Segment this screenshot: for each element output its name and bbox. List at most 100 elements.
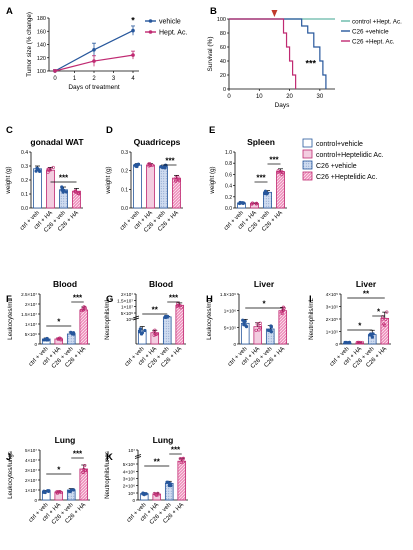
data-point [357, 340, 361, 345]
legend-CDE: control+vehicle control+Heptelidic Ac. C26… [302, 138, 384, 181]
y-tick-label: 5×10⁵ [224, 325, 236, 330]
bar-4 [79, 309, 89, 345]
panel-letter: J [6, 452, 11, 463]
data-point [147, 164, 151, 168]
panel-letter: B [210, 6, 217, 17]
data-point [146, 162, 151, 166]
panel-F: F Blood 0 5×10⁶ 1×10⁷ 1.5×10⁷ 2×10⁷ 2.5×10⁷ Leuk… [6, 279, 90, 370]
significance-label: *** [165, 157, 175, 166]
treatment-arrow [271, 10, 278, 17]
y-tick-label: 1×10⁷ [25, 322, 37, 327]
panel-B: B 0 20 40 60 80 100 0 10 20 30 Days Survival (%) *** c… [207, 6, 402, 109]
data-point [73, 189, 77, 193]
significance-label: *** [256, 174, 266, 183]
y-tick-label: 3×10⁵ [326, 305, 338, 310]
data-point [51, 165, 55, 170]
data-point [83, 305, 87, 310]
y-tick-label: 0.3 [121, 150, 128, 156]
bar-4 [172, 177, 181, 209]
data-point [181, 460, 185, 464]
data-point [73, 189, 78, 193]
y-tick-label: 10⁶ [126, 317, 133, 322]
data-point [281, 170, 285, 175]
significance-label: * [377, 308, 381, 317]
y-tick-label: 0.0 [21, 206, 28, 212]
axis-break [132, 317, 140, 321]
y-tick-label: 3×10⁶ [123, 477, 135, 482]
y-tick-label: 180 [37, 16, 46, 22]
x-tick-label: 1 [73, 76, 77, 82]
y-tick-label: 1.5×10⁷ [117, 299, 133, 304]
bar-4 [175, 304, 185, 345]
y-axis-label: Leukocytes/mL [206, 298, 213, 340]
data-point [370, 335, 374, 339]
panel-letter: K [106, 452, 113, 463]
panel-letter: I [309, 294, 312, 305]
legend-label: Hept. Ac. [159, 30, 187, 37]
panel-letter: F [6, 294, 12, 305]
y-axis-label: Neutrophils/mL [104, 298, 111, 340]
y-tick-label: 5×10⁷ [25, 448, 37, 453]
y-tick-label: 0 [34, 498, 37, 503]
panel-title: Lung [153, 435, 174, 445]
data-point [179, 460, 183, 465]
y-tick-label: 1.0 [225, 150, 232, 156]
y-tick-label: 10⁷ [128, 448, 135, 453]
legend-swatch [302, 149, 313, 159]
legend-label: vehicle [159, 19, 181, 26]
data-point [77, 191, 81, 195]
y-tick-label: 5×10⁶ [123, 462, 135, 467]
significance-label: *** [73, 294, 83, 303]
data-point [269, 330, 273, 334]
panel-letter: C [6, 125, 13, 136]
y-tick-label: 2×10⁷ [25, 478, 37, 483]
panel-H: HLiver05×10⁵1×10⁶1.5×10⁶Leukocytes/mLctr… [206, 279, 289, 370]
x-tick-label: 2 [92, 76, 96, 82]
panel-letter: E [209, 125, 215, 136]
data-point [165, 480, 169, 484]
data-point [138, 330, 142, 334]
y-tick-label: 60 [220, 45, 226, 51]
y-axis-label: Neutrophils/lungs [104, 451, 111, 499]
y-axis-label: Tumor size (% change) [26, 12, 33, 77]
y-tick-label: 0.2 [225, 195, 232, 201]
data-point [83, 463, 87, 468]
data-point [177, 179, 181, 183]
data-point [371, 332, 375, 336]
data-point [176, 304, 180, 308]
y-axis-label: Survival (%) [207, 36, 214, 71]
legend-label: control +Hept. Ac. [352, 19, 402, 26]
y-tick-label: 100 [37, 69, 46, 75]
data-point [280, 311, 284, 316]
significance-label: ** [152, 306, 159, 315]
y-axis-label: Neutrophils/mL [308, 298, 315, 340]
y-tick-label: 2×10⁶ [123, 484, 135, 489]
x-tick-label: 30 [317, 94, 324, 100]
data-point [161, 166, 165, 170]
y-tick-label: 5×10⁶ [121, 311, 133, 316]
data-point [143, 328, 147, 333]
data-point [380, 315, 385, 319]
data-point [355, 340, 359, 345]
data-point [382, 322, 386, 326]
y-tick-label: 1×10⁷ [25, 488, 37, 493]
x-tick-label: 0 [227, 94, 231, 100]
x-tick-label: 10 [256, 94, 263, 100]
data-point [165, 315, 169, 319]
x-tick-label: 20 [286, 94, 293, 100]
y-tick-label: 10⁶ [128, 491, 135, 496]
y-tick-label: 0.6 [225, 172, 232, 178]
legend-label: control+Heptelidic Ac. [316, 152, 384, 159]
data-point [255, 322, 259, 326]
x-tick-label: 0 [53, 76, 57, 82]
axis-break [134, 456, 142, 459]
data-point [174, 176, 178, 180]
bar-1 [133, 164, 142, 209]
data-point [343, 340, 347, 345]
legend-marker [148, 30, 153, 34]
data-point [385, 310, 389, 314]
significance-label: *** [306, 59, 317, 69]
y-tick-label: 5×10⁶ [25, 332, 37, 337]
